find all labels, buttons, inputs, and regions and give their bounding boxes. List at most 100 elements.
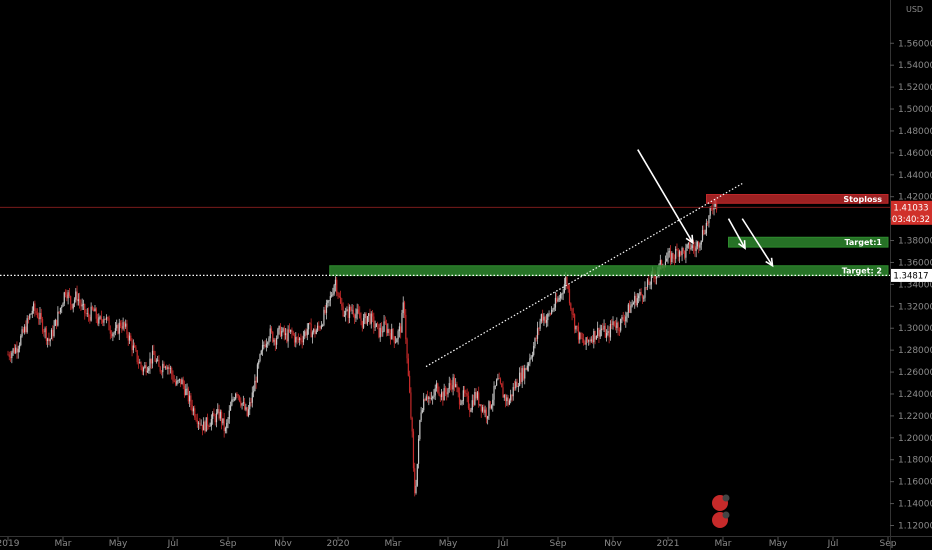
candle-body <box>517 385 519 387</box>
candle-body <box>158 359 160 367</box>
candle-body <box>494 385 496 387</box>
arrow-line[interactable] <box>727 218 746 249</box>
candle-body <box>661 260 663 268</box>
candle-body <box>598 328 600 337</box>
candle-body <box>472 400 475 405</box>
y-tick-label: 1.52000 <box>898 83 932 93</box>
candle-body <box>279 325 282 337</box>
candle-body <box>338 295 340 297</box>
candle-body <box>682 248 684 251</box>
candle-body <box>142 367 145 372</box>
candle-body <box>329 296 331 301</box>
candle-body <box>553 307 555 310</box>
broker-logo <box>712 494 730 528</box>
candle-body <box>305 331 307 336</box>
candle-body <box>447 388 449 395</box>
candle-body <box>31 310 33 314</box>
arrow-line[interactable] <box>637 149 694 244</box>
candle-body <box>319 327 321 329</box>
candle-body <box>268 338 270 343</box>
candle-body <box>475 391 477 399</box>
candle-body <box>497 378 499 380</box>
candle-body <box>700 240 702 245</box>
candle-body <box>504 394 507 402</box>
candle-body <box>254 380 256 392</box>
candle-body <box>172 374 174 381</box>
candle-body <box>63 292 65 304</box>
candle-body <box>108 318 110 331</box>
candle-body <box>607 331 609 333</box>
candle-body <box>100 316 102 321</box>
candle-body <box>264 344 266 348</box>
candle-body <box>460 403 462 405</box>
candle-body <box>584 342 586 345</box>
candle-body <box>643 297 645 299</box>
zone-target-2[interactable] <box>329 265 889 277</box>
candle-body <box>24 326 26 333</box>
candle-body <box>620 318 622 331</box>
candle-body <box>675 248 677 259</box>
y-tick-label: 1.54000 <box>898 61 932 71</box>
candle-body <box>392 329 394 337</box>
candle-body <box>488 401 490 417</box>
candle-body <box>73 299 76 304</box>
candle-body <box>122 322 124 329</box>
candle-body <box>487 416 489 419</box>
candle-body <box>676 248 678 251</box>
candle-body <box>49 339 51 342</box>
candle-body <box>481 407 484 412</box>
zone-target-1[interactable] <box>728 236 889 248</box>
candle-body <box>369 313 371 324</box>
candle-body <box>471 400 473 410</box>
candle-body <box>655 274 658 279</box>
candle-body <box>204 421 206 432</box>
candle-body <box>570 303 572 309</box>
candle-body <box>125 323 127 327</box>
candle-body <box>222 418 224 424</box>
candle-body <box>94 308 96 312</box>
y-tick-label: 1.28000 <box>898 346 932 356</box>
candle-body <box>547 314 549 321</box>
candle-body <box>649 284 651 286</box>
candle-body <box>378 324 380 338</box>
candle-body <box>59 307 62 313</box>
candle-body <box>457 387 459 393</box>
drawings-layer[interactable]: Stoploss Target:1 Target: 2 <box>0 149 890 368</box>
candle-body <box>525 368 527 370</box>
candle-body <box>629 304 631 313</box>
dotted-trendline[interactable] <box>425 183 743 368</box>
candle-body <box>625 316 627 322</box>
candle-body <box>235 393 237 400</box>
candle-body <box>614 325 617 328</box>
candle-body <box>176 380 178 385</box>
zone-stoploss[interactable] <box>706 194 889 204</box>
candle-body <box>464 390 466 394</box>
candle-body <box>208 426 210 427</box>
candle-body <box>527 363 530 366</box>
candle-body <box>323 309 325 326</box>
y-tick-label: 1.24000 <box>898 390 932 400</box>
candle-body <box>375 323 377 327</box>
candle-body <box>364 313 366 319</box>
candle-body <box>157 359 159 361</box>
x-tick-label: Mar <box>715 539 732 549</box>
candle-body <box>474 391 476 405</box>
candle-body <box>407 358 409 376</box>
candle-body <box>414 468 416 494</box>
candle-body <box>438 392 440 396</box>
candle-body <box>111 333 113 337</box>
candle-body <box>167 367 169 370</box>
candle-body <box>57 311 59 326</box>
time-axis[interactable]: 2019 Mar May Jul Sep Nov 2020 Mar May Jul Sep Nov 20… <box>0 536 932 550</box>
price-axis[interactable]: USD 1.12000 1.14000 1.16000 1.18000 1.20000 1.… <box>890 0 932 550</box>
candle-body <box>545 320 548 323</box>
candle-body <box>229 405 232 411</box>
candle-body <box>45 328 47 341</box>
x-tick-label: Mar <box>55 539 72 549</box>
arrow-line[interactable] <box>741 218 774 267</box>
candle-body <box>350 306 352 311</box>
candle-body <box>449 383 452 386</box>
y-tick-label: 1.12000 <box>898 522 932 532</box>
y-tick-label: 1.50000 <box>898 105 932 115</box>
